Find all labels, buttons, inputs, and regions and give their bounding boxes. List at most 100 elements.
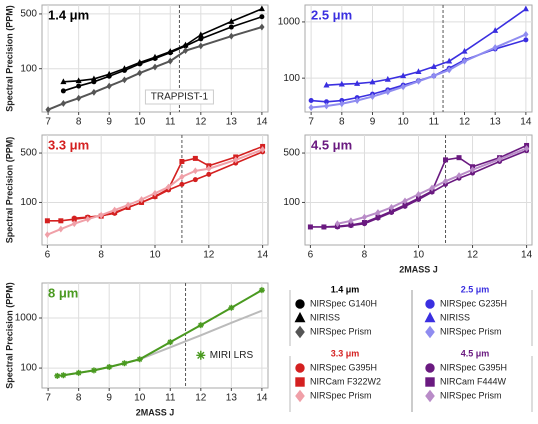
y-tick-label: 100	[20, 63, 37, 74]
x-tick-label: 14	[257, 250, 269, 261]
marker	[60, 78, 67, 85]
marker	[54, 372, 61, 379]
y-tick-label: 1000	[278, 17, 301, 28]
marker	[375, 209, 381, 216]
y-tick-label: 500	[283, 148, 300, 159]
marker	[258, 5, 265, 12]
marker	[492, 27, 499, 33]
marker	[167, 339, 174, 346]
marker	[461, 57, 468, 65]
marker	[179, 173, 185, 181]
marker	[415, 77, 422, 85]
marker	[425, 299, 435, 309]
marker	[152, 189, 158, 197]
panel-title: 8 μm	[48, 285, 78, 300]
marker	[295, 325, 305, 339]
marker	[424, 311, 436, 323]
x-tick-label: 12	[459, 117, 471, 128]
marker	[461, 47, 468, 54]
marker	[388, 204, 395, 211]
marker	[75, 369, 82, 376]
y-tick-label: 100	[20, 197, 37, 208]
marker	[492, 44, 498, 51]
marker	[228, 304, 235, 311]
x-tick-label: 11	[429, 117, 440, 128]
marker	[44, 231, 51, 239]
legend-label: NIRISS	[440, 312, 470, 322]
marker	[496, 155, 503, 163]
marker	[106, 364, 113, 371]
marker	[259, 14, 265, 20]
marker	[228, 18, 235, 24]
legend-label: NIRSpec Prism	[440, 326, 502, 336]
x-tick-label: 8	[76, 117, 82, 128]
x-tick-label: 9	[106, 117, 112, 128]
marker	[112, 206, 118, 214]
x-tick-label: 12	[203, 250, 215, 261]
marker	[443, 157, 449, 163]
marker	[446, 57, 453, 64]
marker	[295, 389, 305, 403]
marker	[151, 53, 159, 60]
marker	[137, 69, 143, 77]
marker	[307, 224, 313, 230]
marker	[206, 171, 212, 177]
marker	[60, 88, 66, 94]
annotation: TRAPPIST-1	[151, 92, 209, 103]
marker	[523, 30, 529, 38]
x-tick-label: 9	[370, 117, 376, 128]
marker	[136, 59, 143, 65]
marker	[385, 88, 391, 96]
x-tick-label: 13	[226, 117, 238, 128]
marker	[121, 65, 128, 71]
x-tick-label: 14	[256, 393, 268, 404]
marker	[192, 155, 198, 161]
marker	[334, 220, 341, 228]
x-tick-label: 11	[165, 393, 176, 404]
legend-label: NIRISS	[310, 312, 340, 322]
marker	[425, 389, 435, 403]
marker	[323, 102, 330, 110]
marker	[295, 377, 305, 387]
marker	[323, 81, 330, 88]
marker	[106, 70, 113, 77]
marker	[431, 72, 437, 80]
annotation-box	[144, 89, 214, 105]
marker	[196, 350, 206, 360]
x-tick-label: 6	[45, 250, 51, 261]
marker	[85, 215, 91, 223]
marker	[523, 145, 530, 152]
legend-label: NIRSpec G395H	[440, 362, 507, 372]
legend-label: NIRCam F322W2	[310, 376, 381, 386]
x-tick-label: 10	[413, 250, 425, 261]
panel-title: 3.3 μm	[48, 137, 89, 152]
marker	[90, 75, 97, 82]
marker	[384, 75, 391, 82]
marker	[152, 63, 158, 71]
marker	[58, 225, 64, 233]
x-tick-label: 10	[149, 250, 161, 261]
x-tick-label: 10	[398, 117, 410, 128]
marker	[60, 100, 67, 107]
marker	[259, 23, 265, 31]
marker	[198, 36, 204, 42]
marker	[354, 97, 360, 104]
y-tick-label: 100	[20, 363, 37, 374]
legend-header: 3.3 μm	[331, 348, 360, 358]
marker	[45, 106, 51, 114]
marker	[429, 184, 435, 192]
marker	[425, 325, 435, 339]
marker	[192, 177, 198, 183]
marker	[295, 299, 305, 309]
marker	[321, 224, 327, 230]
marker	[361, 220, 367, 226]
marker	[425, 377, 435, 387]
legend-header: 4.5 μm	[461, 348, 490, 358]
marker	[60, 372, 67, 379]
y-axis-label: Spectral Precision (PPM)	[4, 282, 14, 389]
marker	[354, 80, 361, 86]
x-tick-label: 13	[226, 393, 238, 404]
marker	[44, 218, 50, 224]
legend-label: NIRSpec Prism	[310, 390, 372, 400]
